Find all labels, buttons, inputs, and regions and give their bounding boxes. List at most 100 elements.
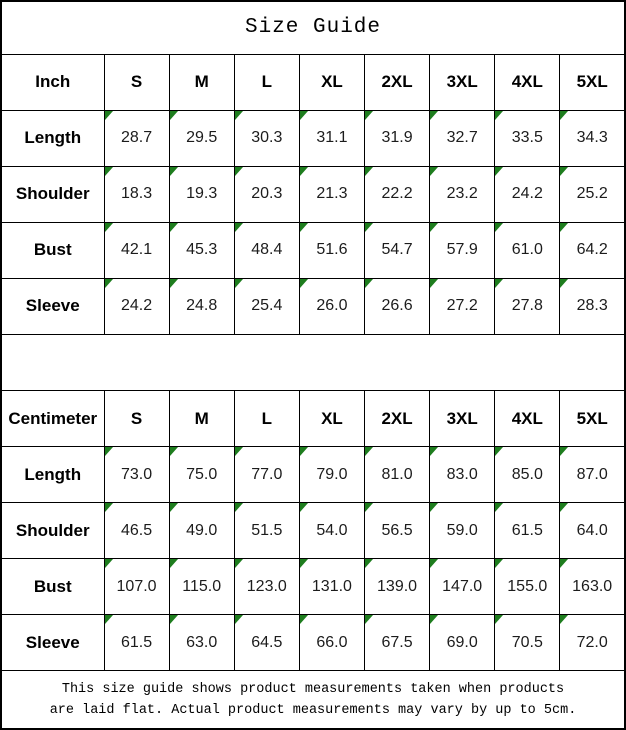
measurement-value-cell: 139.0 xyxy=(363,558,431,616)
measurement-value-cell: 54.0 xyxy=(298,502,366,560)
measurement-row: Shoulder 18.3 19.3 20.3 21.3 22.2 23.2 24.2 25.2 xyxy=(0,165,626,223)
measurement-row-label: Bust xyxy=(0,558,105,616)
measurement-value: 29.5 xyxy=(186,129,218,147)
measurement-value-cell: 26.0 xyxy=(298,277,366,335)
green-corner-marker-icon xyxy=(365,111,373,120)
measurement-value: 54.0 xyxy=(316,521,348,539)
measurement-value-cell: 46.5 xyxy=(103,502,170,560)
green-corner-marker-icon xyxy=(300,559,308,569)
green-corner-marker-icon xyxy=(235,111,243,120)
size-column-header: S xyxy=(103,53,170,111)
measurement-value: 25.2 xyxy=(576,185,608,203)
measurement-row: Bust 107.0 115.0 123.0 131.0 139.0 147.0 155.0 1… xyxy=(0,558,626,616)
measurement-value: 28.3 xyxy=(576,297,608,315)
measurement-value-cell: 75.0 xyxy=(168,446,235,504)
measurement-value-cell: 64.0 xyxy=(559,502,626,560)
measurement-value-cell: 33.5 xyxy=(494,109,561,167)
measurement-value: 70.5 xyxy=(511,633,543,651)
centimeter-table-body: Centimeter S M L XL 2XL 3XL 4XL 5XL Length 73.0 75.… xyxy=(0,389,626,672)
green-corner-marker-icon xyxy=(170,447,178,457)
measurement-value-cell: 27.8 xyxy=(494,277,561,335)
measurement-value: 64.0 xyxy=(576,521,608,539)
measurement-value-cell: 155.0 xyxy=(494,558,561,616)
green-corner-marker-icon xyxy=(105,167,113,176)
green-corner-marker-icon xyxy=(170,223,178,232)
measurement-value: 25.4 xyxy=(251,297,283,315)
green-corner-marker-icon xyxy=(235,503,243,513)
measurement-value-cell: 30.3 xyxy=(233,109,300,167)
green-corner-marker-icon xyxy=(560,615,569,625)
green-corner-marker-icon xyxy=(495,111,504,120)
measurement-value: 59.0 xyxy=(446,521,478,539)
measurement-value-cell: 51.5 xyxy=(233,502,300,560)
green-corner-marker-icon xyxy=(105,111,113,120)
measurement-value-cell: 32.7 xyxy=(429,109,496,167)
green-corner-marker-icon xyxy=(170,559,178,569)
measurement-value-cell: 25.2 xyxy=(559,165,626,223)
size-header-row-centimeter: Centimeter S M L XL 2XL 3XL 4XL 5XL xyxy=(0,389,626,448)
measurement-value-cell: 20.3 xyxy=(233,165,300,223)
green-corner-marker-icon xyxy=(105,615,113,625)
measurement-value: 64.5 xyxy=(251,633,283,651)
measurement-value-cell: 18.3 xyxy=(103,165,170,223)
measurement-value-cell: 61.0 xyxy=(494,221,561,279)
measurement-value-cell: 61.5 xyxy=(494,502,561,560)
measurement-row: Bust 42.1 45.3 48.4 51.6 54.7 57.9 61.0 64.2 xyxy=(0,221,626,279)
measurement-row-label: Sleeve xyxy=(0,277,105,335)
measurement-value-cell: 23.2 xyxy=(429,165,496,223)
green-corner-marker-icon xyxy=(170,279,178,288)
measurement-value: 27.2 xyxy=(446,297,478,315)
measurement-row-label: Length xyxy=(0,446,105,504)
green-corner-marker-icon xyxy=(235,615,243,625)
green-corner-marker-icon xyxy=(105,503,113,513)
green-corner-marker-icon xyxy=(560,559,569,569)
green-corner-marker-icon xyxy=(300,279,308,288)
measurement-value: 61.5 xyxy=(511,521,543,539)
green-corner-marker-icon xyxy=(300,111,308,120)
measurement-value-cell: 31.1 xyxy=(298,109,366,167)
measurement-value: 77.0 xyxy=(251,465,283,483)
measurement-value: 64.2 xyxy=(576,241,608,259)
measurement-value: 163.0 xyxy=(572,577,613,595)
measurement-value: 30.3 xyxy=(251,129,283,147)
green-corner-marker-icon xyxy=(300,223,308,232)
measurement-value: 57.9 xyxy=(446,241,478,259)
measurement-value-cell: 21.3 xyxy=(298,165,366,223)
green-corner-marker-icon xyxy=(560,503,569,513)
measurement-row: Shoulder 46.5 49.0 51.5 54.0 56.5 59.0 61.5 64.0 xyxy=(0,502,626,560)
green-corner-marker-icon xyxy=(365,279,373,288)
measurement-value: 42.1 xyxy=(120,241,153,259)
measurement-value: 131.0 xyxy=(311,577,352,595)
measurement-value: 69.0 xyxy=(446,633,478,651)
green-corner-marker-icon xyxy=(170,111,178,120)
measurement-value-cell: 28.3 xyxy=(559,277,626,335)
measurement-value: 32.7 xyxy=(446,129,478,147)
measurement-value-cell: 54.7 xyxy=(363,221,431,279)
measurement-value-cell: 64.5 xyxy=(233,614,300,672)
measurement-value-cell: 59.0 xyxy=(429,502,496,560)
measurement-value: 45.3 xyxy=(186,241,218,259)
measurement-value-cell: 64.2 xyxy=(559,221,626,279)
green-corner-marker-icon xyxy=(300,503,308,513)
measurement-value-cell: 79.0 xyxy=(298,446,366,504)
measurement-value: 66.0 xyxy=(316,633,348,651)
measurement-value-cell: 57.9 xyxy=(429,221,496,279)
measurement-value: 72.0 xyxy=(576,633,608,651)
measurement-value: 21.3 xyxy=(316,185,348,203)
measurement-value-cell: 42.1 xyxy=(103,221,170,279)
measurement-row: Length 28.7 29.5 30.3 31.1 31.9 32.7 33.5 34.3 xyxy=(0,109,626,167)
size-column-header: 3XL xyxy=(429,53,496,111)
footer-note-line1: This size guide shows product measuremen… xyxy=(61,681,565,697)
footer-note: This size guide shows product measuremen… xyxy=(0,670,626,730)
measurement-value: 18.3 xyxy=(120,185,153,203)
green-corner-marker-icon xyxy=(495,279,504,288)
green-corner-marker-icon xyxy=(365,223,373,232)
measurement-value-cell: 83.0 xyxy=(429,446,496,504)
measurement-value-cell: 45.3 xyxy=(168,221,235,279)
measurement-value-cell: 51.6 xyxy=(298,221,366,279)
measurement-value: 56.5 xyxy=(381,521,413,539)
green-corner-marker-icon xyxy=(560,447,569,457)
measurement-value: 79.0 xyxy=(316,465,348,483)
green-corner-marker-icon xyxy=(430,279,439,288)
